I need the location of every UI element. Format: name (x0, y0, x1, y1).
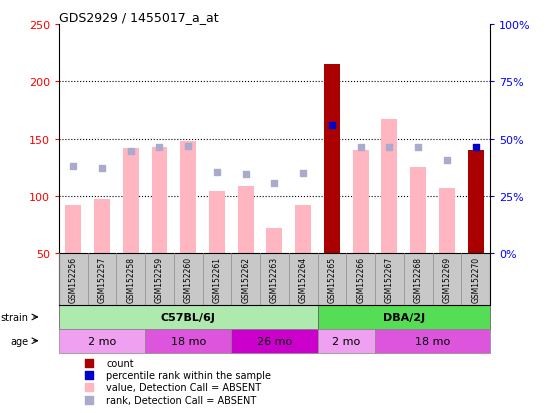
Bar (267, 229, 282, 254)
Bar (318, 329, 375, 353)
Bar (180, 142, 196, 254)
Point (85, 396, 94, 403)
Bar (231, 329, 318, 353)
Text: percentile rank within the sample: percentile rank within the sample (106, 370, 271, 380)
Bar (203, 254, 231, 305)
Bar (260, 254, 289, 305)
Point (471, 144, 480, 151)
Point (126, 149, 135, 155)
Point (241, 171, 250, 178)
Text: GSM152265: GSM152265 (328, 256, 337, 303)
Bar (174, 254, 203, 305)
Text: GSM152264: GSM152264 (298, 256, 307, 303)
Point (328, 122, 337, 129)
Bar (439, 189, 455, 254)
Point (270, 180, 279, 187)
Text: GSM152262: GSM152262 (241, 256, 250, 303)
Text: GSM152261: GSM152261 (212, 256, 221, 303)
Point (85, 360, 94, 366)
Text: GSM152266: GSM152266 (356, 256, 365, 303)
Bar (59, 254, 87, 305)
Bar (87, 254, 116, 305)
Bar (381, 120, 397, 254)
Bar (152, 147, 167, 254)
Bar (289, 254, 318, 305)
Point (97, 166, 106, 172)
Point (85, 372, 94, 378)
Bar (145, 329, 231, 353)
Bar (432, 254, 461, 305)
Bar (94, 200, 110, 254)
Point (414, 144, 423, 151)
Bar (318, 254, 346, 305)
Point (298, 170, 307, 177)
Text: GSM152260: GSM152260 (184, 256, 193, 303)
Text: 18 mo: 18 mo (171, 336, 206, 346)
Text: rank, Detection Call = ABSENT: rank, Detection Call = ABSENT (106, 395, 256, 405)
Text: GSM152263: GSM152263 (270, 256, 279, 303)
Bar (295, 206, 311, 254)
Text: GSM152270: GSM152270 (471, 256, 480, 303)
Text: 18 mo: 18 mo (415, 336, 450, 346)
Bar (410, 168, 426, 254)
Bar (66, 206, 81, 254)
Bar (59, 329, 145, 353)
Text: GSM152269: GSM152269 (442, 256, 451, 303)
Text: GSM152258: GSM152258 (126, 256, 135, 303)
Bar (209, 192, 225, 254)
Text: 2 mo: 2 mo (332, 336, 361, 346)
Text: DBA/2J: DBA/2J (382, 312, 425, 322)
Bar (145, 254, 174, 305)
Text: strain: strain (1, 312, 29, 322)
Point (212, 169, 221, 176)
Point (356, 144, 365, 151)
Text: GSM152257: GSM152257 (97, 256, 106, 303)
Point (184, 143, 193, 150)
Text: age: age (11, 336, 29, 346)
Bar (324, 65, 340, 254)
Text: 2 mo: 2 mo (88, 336, 116, 346)
Bar (375, 329, 490, 353)
Bar (318, 305, 490, 329)
Point (85, 384, 94, 391)
Bar (231, 254, 260, 305)
Text: GSM152268: GSM152268 (414, 256, 423, 303)
Bar (59, 305, 318, 329)
Text: GDS2929 / 1455017_a_at: GDS2929 / 1455017_a_at (59, 11, 218, 24)
Bar (346, 254, 375, 305)
Text: value, Detection Call = ABSENT: value, Detection Call = ABSENT (106, 382, 262, 392)
Bar (468, 151, 483, 254)
Bar (404, 254, 432, 305)
Bar (123, 148, 138, 254)
Text: GSM152256: GSM152256 (69, 256, 78, 303)
Bar (375, 254, 404, 305)
Point (155, 144, 164, 151)
Bar (353, 151, 368, 254)
Text: count: count (106, 358, 134, 368)
Bar (116, 254, 145, 305)
Point (385, 144, 394, 151)
Point (69, 164, 78, 170)
Bar (461, 254, 490, 305)
Point (442, 158, 451, 164)
Text: GSM152267: GSM152267 (385, 256, 394, 303)
Text: C57BL/6J: C57BL/6J (161, 312, 216, 322)
Text: 26 mo: 26 mo (257, 336, 292, 346)
Text: GSM152259: GSM152259 (155, 256, 164, 303)
Bar (238, 186, 254, 254)
